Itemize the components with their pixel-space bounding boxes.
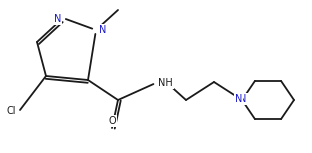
Text: O: O <box>108 116 116 126</box>
Text: N: N <box>54 14 61 24</box>
Text: N: N <box>235 94 242 104</box>
Text: N: N <box>239 94 247 104</box>
Text: NH: NH <box>158 78 173 88</box>
Text: Cl: Cl <box>7 106 16 116</box>
Text: N: N <box>99 25 106 35</box>
